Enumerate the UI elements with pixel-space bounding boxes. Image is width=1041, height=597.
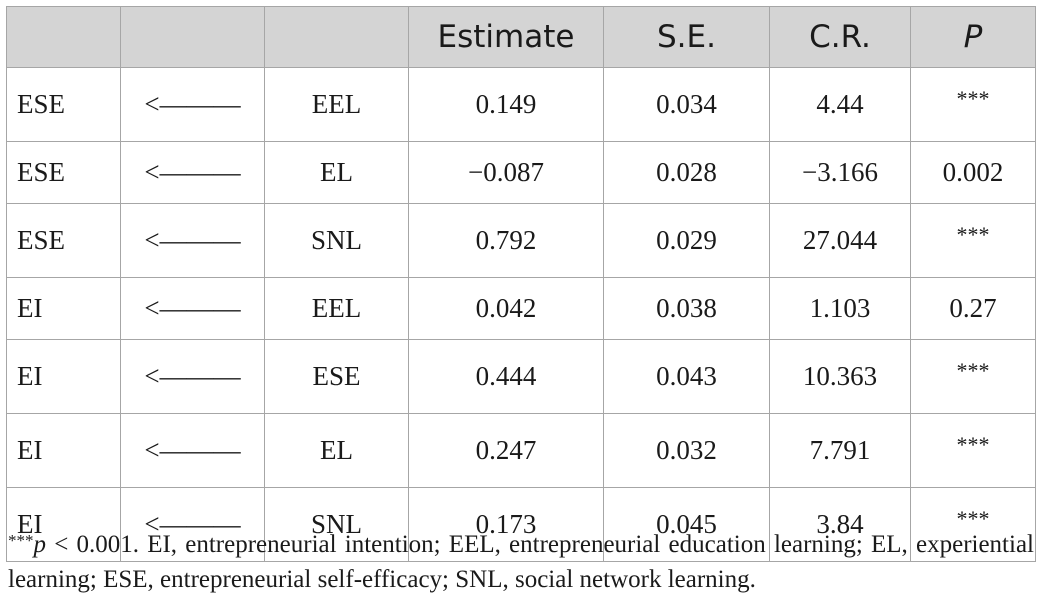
table-row: ESE <——— EL −0.087 0.028 −3.166 0.002: [6, 141, 1036, 204]
estimate-value: 0.042: [408, 277, 604, 340]
dependent-variable: ESE: [6, 141, 121, 204]
dependent-variable: EI: [6, 413, 121, 488]
independent-variable: ESE: [264, 339, 409, 414]
p-value: ***: [910, 487, 1036, 562]
critical-ratio-value: 3.84: [769, 487, 911, 562]
independent-variable: EEL: [264, 277, 409, 340]
p-value: 0.27: [910, 277, 1036, 340]
table-row: EI <——— EL 0.247 0.032 7.791 ***: [6, 413, 1036, 488]
dependent-variable: ESE: [6, 67, 121, 142]
path-arrow: <———: [120, 413, 265, 488]
estimate-value: −0.087: [408, 141, 604, 204]
dependent-variable: EI: [6, 339, 121, 414]
table-row: ESE <——— EEL 0.149 0.034 4.44 ***: [6, 67, 1036, 142]
standard-error-value: 0.028: [603, 141, 770, 204]
results-table-container: Estimate S.E. C.R. P ESE <——— EEL 0.149 …: [6, 6, 1036, 562]
path-arrow: <———: [120, 141, 265, 204]
dependent-variable: EI: [6, 487, 121, 562]
estimate-value: 0.247: [408, 413, 604, 488]
standard-error-value: 0.045: [603, 487, 770, 562]
table-row: EI <——— ESE 0.444 0.043 10.363 ***: [6, 339, 1036, 414]
table-row: EI <——— EEL 0.042 0.038 1.103 0.27: [6, 277, 1036, 340]
table-row: EI <——— SNL 0.173 0.045 3.84 ***: [6, 487, 1036, 562]
estimate-value: 0.444: [408, 339, 604, 414]
path-arrow: <———: [120, 339, 265, 414]
dependent-variable: EI: [6, 277, 121, 340]
significance-stars: ***: [8, 531, 34, 550]
p-value: ***: [910, 339, 1036, 414]
p-value: 0.002: [910, 141, 1036, 204]
standard-error-value: 0.032: [603, 413, 770, 488]
table-row: ESE <——— SNL 0.792 0.029 27.044 ***: [6, 203, 1036, 278]
table-header: Estimate S.E. C.R. P: [6, 6, 1036, 68]
estimate-value: 0.173: [408, 487, 604, 562]
critical-ratio-value: 7.791: [769, 413, 911, 488]
header-row: Estimate S.E. C.R. P: [6, 6, 1036, 68]
path-arrow: <———: [120, 203, 265, 278]
table-footnote: ***p < 0.001. EI, entrepreneurial intent…: [8, 523, 1034, 597]
dependent-variable: ESE: [6, 203, 121, 278]
standard-error-value: 0.034: [603, 67, 770, 142]
header-cell-blank-2: [120, 6, 265, 68]
header-cell-blank-3: [264, 6, 409, 68]
path-arrow: <———: [120, 277, 265, 340]
critical-ratio-value: 4.44: [769, 67, 911, 142]
header-cell-blank-1: [6, 6, 121, 68]
table-body: ESE <——— EEL 0.149 0.034 4.44 *** ESE <—…: [6, 67, 1036, 562]
header-critical-ratio: C.R.: [769, 6, 911, 68]
header-p-value: P: [910, 6, 1036, 68]
p-value: ***: [910, 203, 1036, 278]
path-arrow: <———: [120, 487, 265, 562]
independent-variable: EEL: [264, 67, 409, 142]
independent-variable: SNL: [264, 203, 409, 278]
estimate-value: 0.792: [408, 203, 604, 278]
p-symbol: p: [33, 531, 47, 558]
standard-error-value: 0.029: [603, 203, 770, 278]
independent-variable: EL: [264, 141, 409, 204]
path-arrow: <———: [120, 67, 265, 142]
critical-ratio-value: −3.166: [769, 141, 911, 204]
critical-ratio-value: 10.363: [769, 339, 911, 414]
p-value: ***: [910, 67, 1036, 142]
header-standard-error: S.E.: [603, 6, 770, 68]
footnote-text: < 0.001. EI, entrepreneurial intention; …: [8, 531, 1034, 593]
standard-error-value: 0.043: [603, 339, 770, 414]
critical-ratio-value: 1.103: [769, 277, 911, 340]
independent-variable: SNL: [264, 487, 409, 562]
standard-error-value: 0.038: [603, 277, 770, 340]
path-coefficients-table: Estimate S.E. C.R. P ESE <——— EEL 0.149 …: [6, 6, 1036, 562]
p-value: ***: [910, 413, 1036, 488]
estimate-value: 0.149: [408, 67, 604, 142]
header-estimate: Estimate: [408, 6, 604, 68]
independent-variable: EL: [264, 413, 409, 488]
critical-ratio-value: 27.044: [769, 203, 911, 278]
